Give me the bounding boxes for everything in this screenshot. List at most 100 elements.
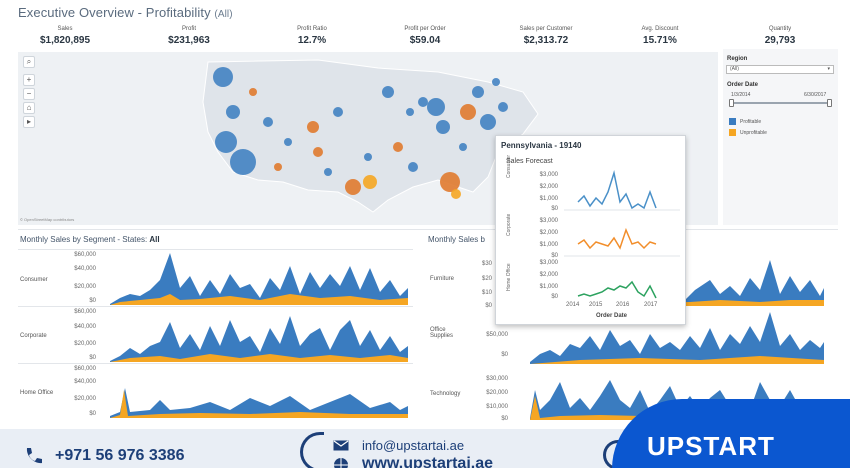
map-bubble — [345, 179, 361, 195]
consumer-forecast-line — [577, 170, 657, 210]
kpi-profit: Profit $231,963 — [139, 26, 239, 46]
map-bubble — [213, 67, 233, 87]
map-bubble — [440, 172, 460, 192]
region-select-value: (All) — [730, 66, 739, 72]
order-date-label: Order Date — [727, 82, 759, 88]
tooltip-row-label: Home Office — [506, 263, 512, 291]
corporate-profit-area — [110, 354, 408, 362]
category-panel-title: Monthly Sales b — [428, 235, 485, 244]
date-end: 6/30/2017 — [804, 92, 827, 98]
axis-tick: $20,000 — [74, 341, 96, 347]
axis-tick: $60,000 — [74, 309, 96, 315]
map-bubble — [226, 105, 240, 119]
logo-badge — [612, 399, 850, 468]
kpi-value: $59.04 — [409, 35, 441, 46]
tooltip-tick: $3,000 — [539, 260, 558, 266]
kpi-value: 12.7% — [297, 35, 327, 46]
kpi-quantity: Quantity 29,793 — [730, 26, 830, 46]
axis-tick: $40,000 — [74, 324, 96, 330]
map-bubble — [230, 149, 256, 175]
map-bubble — [364, 153, 372, 161]
legend-swatch-unprofitable — [729, 129, 736, 136]
map-bubble — [472, 86, 484, 98]
globe-icon — [334, 458, 348, 468]
map-bubble — [460, 104, 476, 120]
homeoffice-profit-area — [110, 390, 408, 418]
map-bubble — [459, 143, 467, 151]
map-pin-button[interactable]: ⌂ — [23, 102, 35, 114]
us-map-svg — [202, 59, 539, 213]
phone-icon — [26, 448, 42, 464]
tooltip-x-tick: 2014 — [566, 302, 580, 308]
us-landmass — [202, 59, 539, 213]
footer-bracket — [300, 432, 324, 468]
axis-tick: $60,000 — [74, 252, 96, 258]
segment-panel-title: Monthly Sales by Segment - States: All — [20, 235, 160, 244]
map-zoom-in-button[interactable]: + — [23, 74, 35, 86]
footer-website[interactable]: www.upstartai.ae — [362, 455, 493, 468]
page-title-text: Executive Overview - Profitability — [18, 5, 211, 20]
segment-area-charts — [110, 253, 408, 418]
map-bubble — [427, 98, 445, 116]
corporate-forecast-line — [577, 227, 657, 250]
legend-profitable: Profitable — [740, 119, 762, 125]
kpi-sales: Sales $1,820,895 — [15, 26, 115, 46]
map-pan-button[interactable]: ▸ — [23, 116, 35, 128]
date-slider-track[interactable] — [731, 102, 831, 104]
segment-panel-title-bold: All — [149, 235, 160, 244]
kpi-profit-ratio: Profit Ratio 12.7% — [262, 26, 362, 46]
map-bubbles — [213, 67, 508, 199]
kpi-value: 15.71% — [643, 35, 677, 46]
region-label: Region — [727, 56, 748, 62]
homeoffice-sales-area — [110, 388, 408, 418]
legend-unprofitable: Unprofitable — [740, 130, 767, 136]
state-tooltip: Pennsylvania - 19140 Sales Forecast Cons… — [495, 135, 686, 325]
tooltip-tick: $2,000 — [539, 230, 558, 236]
map-bubble — [418, 97, 428, 107]
kpi-sales-per-customer: Sales per Customer $2,313.72 — [496, 26, 596, 46]
map-search-button[interactable]: ⌕ — [23, 56, 35, 68]
date-slider-start-handle[interactable] — [729, 99, 734, 107]
kpi-avg-discount: Avg. Discount 15.71% — [610, 26, 710, 46]
mail-icon — [333, 440, 349, 451]
upstart-logo: UPSTART — [647, 431, 775, 461]
axis-tick: $0 — [501, 352, 508, 358]
row-divider — [18, 306, 413, 307]
map-bubble — [436, 120, 450, 134]
map-bubble — [480, 114, 496, 130]
furniture-sales-area — [520, 260, 824, 306]
axis-tick: $30 — [481, 261, 492, 267]
map-bubble — [324, 168, 332, 176]
region-select[interactable]: (All) ▾ — [726, 65, 834, 74]
page-title: Executive Overview - Profitability (All) — [18, 5, 233, 20]
axis-tick: $20,000 — [74, 284, 96, 290]
tooltip-x-label: Order Date — [596, 313, 628, 319]
tooltip-x-tick: 2017 — [644, 302, 658, 308]
axis-tick: $20 — [481, 276, 492, 282]
chevron-down-icon: ▾ — [827, 66, 830, 72]
axis-tick: $60,000 — [74, 366, 96, 372]
map-bubble — [313, 147, 323, 157]
axis-tick: $20,000 — [486, 390, 508, 396]
axis-tick: $0 — [89, 355, 96, 361]
date-slider-end-handle[interactable] — [827, 99, 832, 107]
map-bubble — [215, 131, 237, 153]
office-sales-area — [530, 312, 824, 364]
consumer-profit-area — [110, 294, 408, 305]
kpi-label: Avg. Discount — [641, 26, 679, 32]
office-profit-area — [530, 356, 824, 364]
axis-tick: $10 — [481, 290, 492, 296]
title-filter-all: (All) — [214, 9, 233, 20]
map-credit: © OpenStreetMap contributors — [20, 217, 75, 222]
kpi-label: Profit Ratio — [297, 26, 327, 32]
legend-swatch-profitable — [729, 118, 736, 125]
map-zoom-out-button[interactable]: − — [23, 88, 35, 100]
kpi-profit-per-order: Profit per Order $59.04 — [375, 26, 475, 46]
footer-email[interactable]: info@upstartai.ae — [362, 438, 465, 453]
section-divider — [18, 229, 838, 230]
map-bubble — [498, 102, 508, 112]
axis-tick: $40,000 — [74, 266, 96, 272]
axis-tick: $0 — [89, 298, 96, 304]
footer-phone[interactable]: +971 56 976 3386 — [55, 447, 185, 464]
segment-panel-title-text: Monthly Sales by Segment - States: — [20, 235, 148, 244]
